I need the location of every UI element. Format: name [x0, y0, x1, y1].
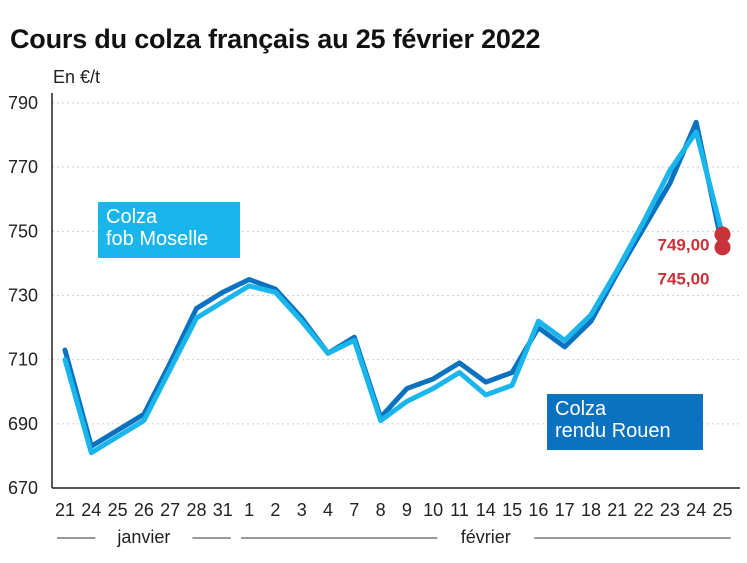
- endpoint-label: 745,00: [658, 269, 710, 288]
- x-tick-label: 4: [323, 500, 333, 520]
- x-axis-ticks: 21 24 25 26 27 28 31 1 2 3 4 7 8 9 10 11 14 15 16 17 18 21 22 2…: [55, 500, 733, 520]
- x-tick-label: 24: [81, 500, 101, 520]
- x-tick-label: 9: [402, 500, 412, 520]
- y-axis-ticks: 670 690 710 730 750 770 790: [8, 93, 38, 498]
- chart-title: Cours du colza français au 25 février 20…: [10, 24, 541, 54]
- endpoints: 749,00 745,00: [658, 226, 731, 288]
- x-tick-label: 24: [686, 500, 706, 520]
- x-tick-label: 31: [213, 500, 233, 520]
- x-tick-label: 22: [634, 500, 654, 520]
- gridlines: [51, 93, 740, 489]
- endpoint-marker: [714, 226, 731, 243]
- x-tick-label: 26: [134, 500, 154, 520]
- y-tick-label: 730: [8, 286, 38, 306]
- x-tick-label: 17: [555, 500, 575, 520]
- x-tick-label: 28: [186, 500, 206, 520]
- endpoint-marker: [714, 239, 731, 256]
- legend-rouen: Colza rendu Rouen: [547, 394, 703, 450]
- y-tick-label: 710: [8, 350, 38, 370]
- y-tick-label: 690: [8, 414, 38, 434]
- x-tick-label: 25: [712, 500, 732, 520]
- month-label: janvier: [116, 527, 170, 547]
- x-tick-label: 1: [244, 500, 254, 520]
- x-tick-label: 21: [55, 500, 75, 520]
- x-tick-label: 25: [108, 500, 128, 520]
- legend-rouen-line2: rendu Rouen: [555, 420, 671, 442]
- month-groups: janvier février: [57, 527, 731, 547]
- x-tick-label: 2: [270, 500, 280, 520]
- x-tick-label: 14: [476, 500, 496, 520]
- legend-rouen-line1: Colza: [555, 398, 607, 420]
- x-tick-label: 23: [660, 500, 680, 520]
- x-tick-label: 18: [581, 500, 601, 520]
- legend-moselle-line2: fob Moselle: [106, 228, 209, 250]
- x-tick-label: 27: [160, 500, 180, 520]
- x-tick-label: 11: [450, 500, 469, 520]
- y-axis-unit-label: En €/t: [53, 67, 100, 87]
- y-tick-label: 750: [8, 221, 38, 241]
- series-line-moselle: [62, 129, 725, 456]
- legend-moselle: Colza fob Moselle: [98, 202, 240, 258]
- x-tick-label: 21: [607, 500, 627, 520]
- y-tick-label: 670: [8, 478, 38, 498]
- x-tick-label: 10: [423, 500, 443, 520]
- series-lines: [62, 119, 725, 456]
- x-tick-label: 15: [502, 500, 522, 520]
- endpoint-label: 749,00: [658, 236, 710, 255]
- x-tick-label: 7: [349, 500, 359, 520]
- month-label: février: [461, 527, 511, 547]
- x-tick-label: 8: [376, 500, 386, 520]
- y-tick-label: 770: [8, 157, 38, 177]
- x-tick-label: 3: [297, 500, 307, 520]
- y-tick-label: 790: [8, 93, 38, 113]
- legend-moselle-line1: Colza: [106, 206, 158, 228]
- x-tick-label: 16: [528, 500, 548, 520]
